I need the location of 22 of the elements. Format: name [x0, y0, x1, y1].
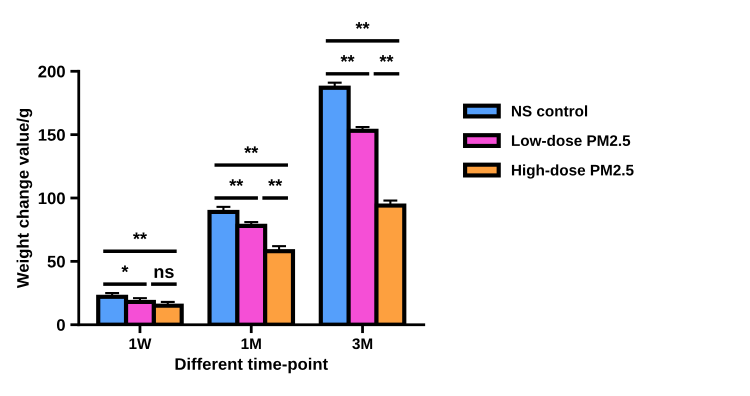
- annotation: **: [244, 146, 258, 154]
- x-tick-label: 1W: [129, 338, 152, 349]
- y-axis-title: Weight change value/g: [16, 108, 32, 288]
- text: **: [340, 55, 355, 62]
- annotation: **: [229, 179, 244, 186]
- annotation: *: [121, 265, 128, 272]
- legend-label: High-dose PM2.5: [512, 164, 634, 179]
- x-tick-label: 1M: [242, 338, 261, 349]
- legend-label: Low-dose PM2.5: [512, 134, 630, 146]
- y-tick-label: 200: [38, 66, 65, 78]
- y-tick-label: 50: [48, 256, 65, 268]
- x-tick-label: 3M: [352, 338, 372, 350]
- x-axis-title: Different time-point: [176, 358, 328, 374]
- y-tick-label: 100: [38, 192, 65, 204]
- annotation: ns: [154, 268, 174, 278]
- y-tick-label: 150: [38, 129, 65, 141]
- annotation: **: [268, 179, 282, 186]
- text: **: [356, 22, 370, 29]
- y-tick-label: 0: [56, 319, 65, 331]
- legend-label: NS control: [512, 105, 588, 117]
- text: **: [379, 55, 394, 62]
- annotation: **: [132, 232, 147, 240]
